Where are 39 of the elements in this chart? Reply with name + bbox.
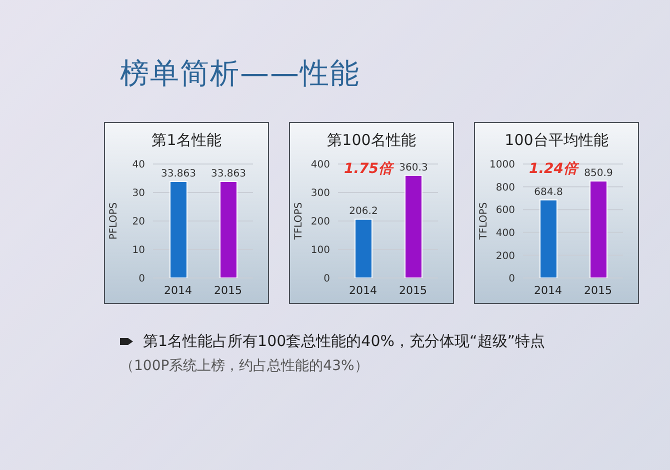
annotation: 1.24倍 — [529, 161, 578, 177]
data-label: 360.3 — [399, 162, 428, 174]
text: 第1名性能占所有100套总性能的40%，充分体现“超级”特点 — [143, 332, 546, 351]
y-tick-label: 10 — [132, 245, 145, 256]
x-tick-label: 2015 — [214, 284, 242, 297]
y-tick-label: 1000 — [490, 160, 515, 171]
x-tick-label: 2015 — [399, 284, 427, 297]
data-label: 33.863 — [161, 168, 196, 180]
chart-title: 100台平均性能 — [504, 131, 610, 150]
y-tick-label: 400 — [496, 228, 515, 239]
y-tick-label: 20 — [132, 216, 145, 228]
y-tick-label: 200 — [310, 216, 330, 228]
y-tick-label: 800 — [496, 182, 515, 194]
y-tick-label: 0 — [508, 274, 515, 285]
y-tick-label: 0 — [138, 274, 145, 285]
y-tick-label: 200 — [496, 250, 515, 262]
data-label: 684.8 — [534, 186, 563, 198]
y-axis-title: TFLOPS — [294, 202, 305, 241]
y-tick-label: 600 — [496, 205, 515, 216]
x-tick-label: 2015 — [584, 284, 612, 297]
x-tick-label: 2014 — [349, 284, 377, 297]
text: 榜单简析——性能 — [120, 55, 361, 92]
x-tick-label: 2014 — [534, 284, 562, 297]
y-tick-label: 0 — [324, 274, 330, 285]
y-tick-label: 300 — [310, 188, 330, 200]
chart-title: 第100名性能 — [326, 131, 417, 150]
y-axis-title: TFLOPS — [478, 202, 490, 241]
x-tick-label: 2014 — [164, 284, 192, 297]
y-tick-label: 400 — [310, 160, 330, 171]
y-tick-label: 30 — [132, 188, 145, 200]
y-tick-label: 100 — [310, 245, 330, 256]
y-tick-label: 40 — [132, 160, 145, 171]
data-label: 850.9 — [584, 168, 613, 179]
chart-title: 第1名性能 — [150, 131, 222, 150]
text: （100P系统上榜，约占总性能的43%） — [120, 357, 368, 375]
y-axis-title: PFLOPS — [108, 202, 120, 240]
data-label: 33.863 — [211, 168, 246, 180]
data-label: 206.2 — [349, 206, 378, 218]
annotation: 1.75倍 — [344, 161, 393, 177]
